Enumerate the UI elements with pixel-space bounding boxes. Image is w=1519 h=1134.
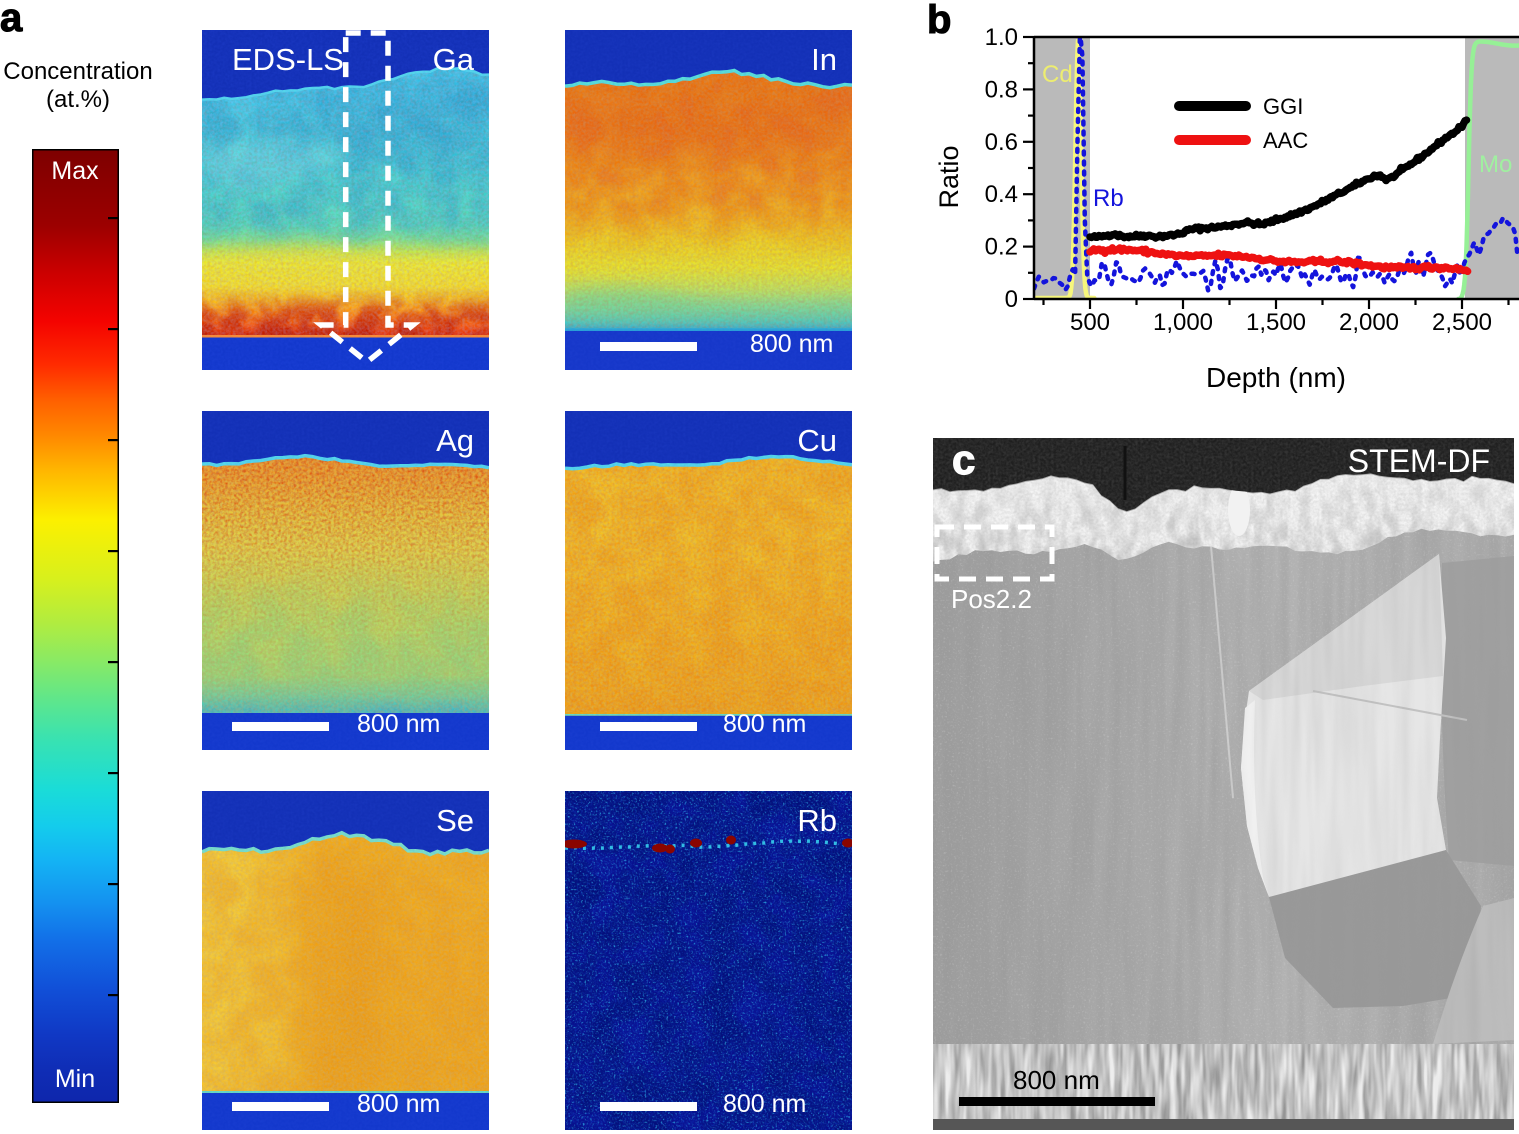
svg-text:Rb: Rb (1093, 185, 1124, 212)
svg-text:1.0: 1.0 (985, 24, 1018, 51)
svg-text:800 nm: 800 nm (723, 710, 806, 738)
svg-text:0.4: 0.4 (985, 181, 1018, 208)
svg-text:STEM-DF: STEM-DF (1348, 443, 1490, 479)
svg-text:EDS-LS: EDS-LS (232, 42, 344, 77)
svg-text:Ag: Ag (436, 423, 474, 458)
svg-text:500: 500 (1070, 309, 1110, 336)
svg-text:Ratio: Ratio (934, 145, 964, 208)
svg-text:c: c (952, 438, 975, 483)
svg-text:Se: Se (436, 803, 474, 838)
svg-text:1,500: 1,500 (1246, 309, 1306, 336)
svg-text:800 nm: 800 nm (723, 1090, 806, 1118)
svg-text:0.8: 0.8 (985, 76, 1018, 103)
svg-text:0.2: 0.2 (985, 234, 1018, 261)
svg-text:800 nm: 800 nm (750, 330, 833, 358)
svg-text:1,000: 1,000 (1153, 309, 1213, 336)
svg-text:GGI: GGI (1263, 94, 1303, 119)
svg-text:0.6: 0.6 (985, 129, 1018, 156)
svg-text:800 nm: 800 nm (357, 710, 440, 738)
svg-text:800 nm: 800 nm (1013, 1065, 1100, 1095)
svg-text:Cu: Cu (797, 423, 837, 458)
svg-text:800 nm: 800 nm (357, 1090, 440, 1118)
svg-text:In: In (811, 42, 837, 77)
svg-text:AAC: AAC (1263, 128, 1308, 153)
svg-text:2,500: 2,500 (1432, 309, 1492, 336)
svg-text:Ga: Ga (433, 42, 475, 77)
svg-text:2,000: 2,000 (1339, 309, 1399, 336)
svg-text:Depth (nm): Depth (nm) (1206, 362, 1346, 393)
svg-text:Max: Max (51, 157, 99, 185)
svg-text:Cd: Cd (1042, 61, 1073, 88)
svg-text:Pos2.2: Pos2.2 (951, 584, 1032, 614)
svg-text:Min: Min (55, 1065, 95, 1093)
svg-text:Mo: Mo (1479, 151, 1512, 178)
svg-text:0: 0 (1005, 286, 1018, 313)
svg-text:Rb: Rb (797, 803, 837, 838)
